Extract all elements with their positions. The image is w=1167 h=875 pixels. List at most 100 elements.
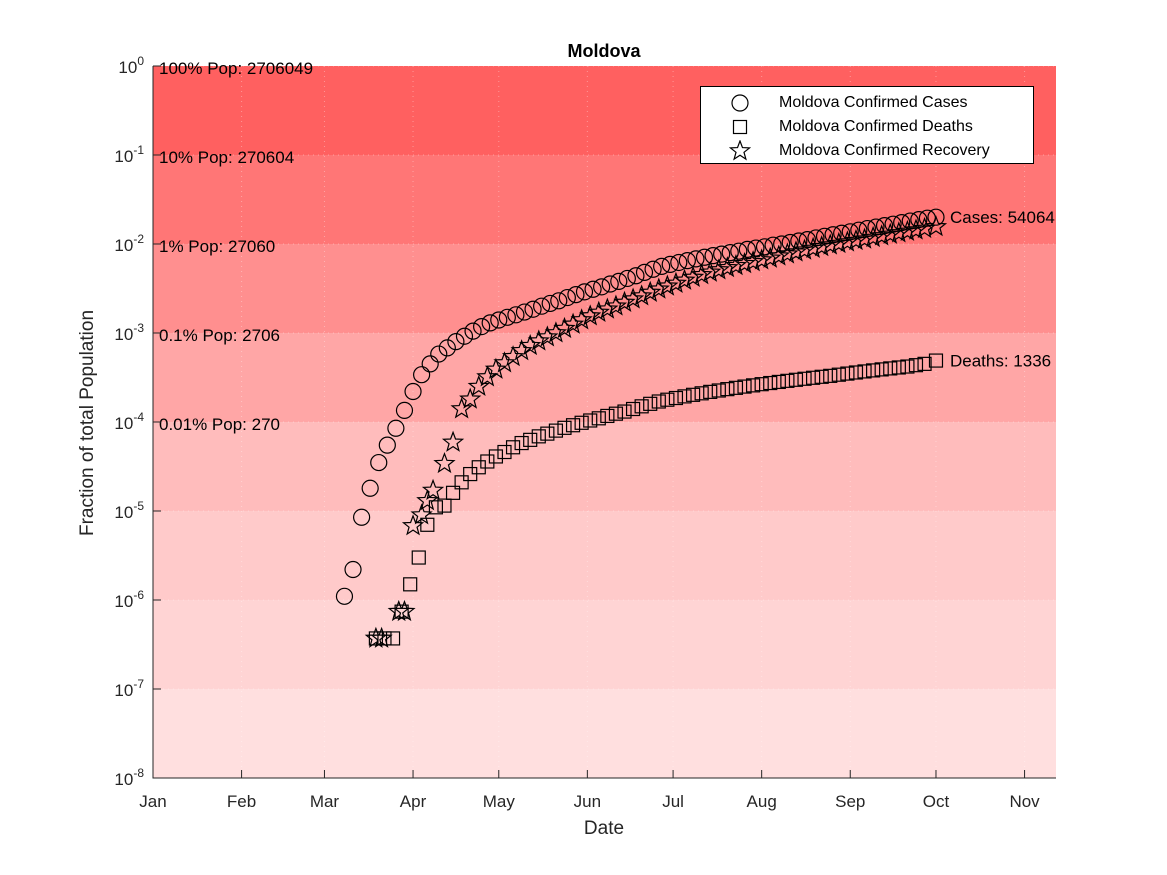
death-marker	[445, 485, 461, 500]
recovery-marker	[570, 308, 593, 330]
death-marker	[928, 353, 944, 368]
death-marker	[574, 415, 589, 430]
case-marker	[584, 280, 602, 298]
y-tick-label: 10-6	[114, 588, 144, 611]
y-tick-label: 10-8	[114, 766, 144, 789]
recovery-marker	[801, 236, 825, 258]
death-marker	[831, 367, 846, 382]
recovery-marker	[441, 430, 465, 452]
case-marker	[618, 269, 636, 288]
case-marker	[627, 267, 645, 285]
recovery-marker	[587, 300, 610, 322]
series-square	[368, 353, 944, 646]
recovery-marker	[853, 227, 876, 249]
x-tick-label: Sep	[835, 792, 865, 811]
death-marker	[840, 366, 855, 381]
recovery-marker	[527, 329, 550, 351]
death-marker	[643, 396, 658, 411]
case-marker	[447, 333, 465, 351]
case-marker	[353, 508, 371, 526]
death-marker	[660, 392, 675, 407]
death-marker	[806, 370, 821, 385]
end-label: Cases: 54064	[950, 208, 1055, 227]
case-marker	[798, 231, 816, 249]
death-marker	[428, 500, 444, 515]
case-marker	[455, 327, 474, 345]
x-tick-label: Jan	[139, 792, 166, 811]
end-labels: Cases: 54064 Deaths: 1336	[950, 208, 1055, 370]
legend-item-deaths: Moldova Confirmed Deaths	[701, 115, 973, 139]
end-label: Deaths: 1336	[950, 352, 1051, 371]
death-marker	[780, 373, 795, 388]
case-marker	[670, 253, 688, 272]
death-marker	[591, 411, 606, 426]
case-marker	[524, 300, 542, 318]
death-marker	[583, 413, 598, 428]
death-marker	[403, 577, 418, 592]
case-marker	[747, 239, 765, 257]
case-marker	[507, 306, 525, 324]
case-marker	[395, 401, 414, 420]
recovery-marker	[673, 268, 696, 290]
case-marker	[850, 221, 868, 239]
death-marker	[874, 362, 889, 377]
case-marker	[593, 278, 611, 296]
y-tick-label: 10-4	[114, 410, 144, 433]
recovery-marker	[364, 626, 388, 648]
series-star	[364, 215, 948, 648]
recovery-marker	[810, 235, 833, 257]
case-marker	[550, 292, 568, 310]
recovery-marker	[553, 316, 576, 339]
death-marker	[617, 404, 632, 419]
case-marker	[661, 255, 679, 273]
death-marker	[728, 380, 744, 395]
y-tick-label: 10-3	[114, 321, 144, 344]
case-marker	[370, 453, 388, 472]
case-marker	[704, 247, 722, 265]
y-tick-label: 10-7	[114, 677, 144, 700]
y-axis-label: Fraction of total Population	[77, 310, 98, 536]
recovery-marker	[716, 256, 739, 278]
case-marker	[687, 250, 705, 268]
recovery-marker	[421, 478, 445, 500]
death-marker	[514, 435, 529, 451]
x-tick-labels: Jan Feb Mar Apr May Jun Jul Aug Sep Oct Nov	[139, 792, 1040, 811]
legend-label: Moldova Confirmed Deaths	[779, 118, 973, 135]
case-marker	[773, 235, 791, 253]
legend-item-cases: Moldova Confirmed Cases	[701, 91, 968, 115]
recovery-marker	[596, 297, 619, 319]
case-marker	[713, 245, 731, 263]
case-marker	[378, 436, 396, 454]
star-icon	[729, 140, 751, 161]
recovery-marker	[767, 244, 790, 266]
recovery-marker	[393, 599, 416, 622]
case-marker	[601, 275, 619, 293]
axes	[152, 65, 1056, 779]
case-marker	[481, 314, 499, 332]
death-marker	[737, 379, 752, 394]
case-marker	[567, 286, 585, 304]
y-tick-label: 10-2	[114, 232, 144, 255]
death-marker	[848, 365, 864, 380]
y-tick-label: 10-1	[114, 143, 144, 166]
case-marker	[490, 311, 508, 329]
case-marker	[335, 587, 354, 605]
recovery-marker	[664, 271, 688, 293]
death-marker	[866, 363, 881, 378]
recovery-marker	[724, 254, 748, 276]
death-marker	[754, 377, 769, 392]
series-circle	[335, 208, 945, 605]
population-band	[153, 600, 1056, 689]
legend: Moldova Confirmed Cases Moldova Confirme…	[700, 86, 1034, 164]
death-marker	[608, 406, 624, 421]
case-marker	[541, 294, 559, 313]
recovery-marker	[819, 233, 842, 255]
recovery-marker	[630, 284, 653, 306]
x-tick-label: Jun	[574, 792, 601, 811]
x-tick-label: Mar	[310, 792, 340, 811]
recovery-marker	[741, 250, 765, 272]
case-marker	[875, 216, 894, 235]
recovery-marker	[793, 238, 816, 260]
case-marker	[515, 303, 534, 321]
